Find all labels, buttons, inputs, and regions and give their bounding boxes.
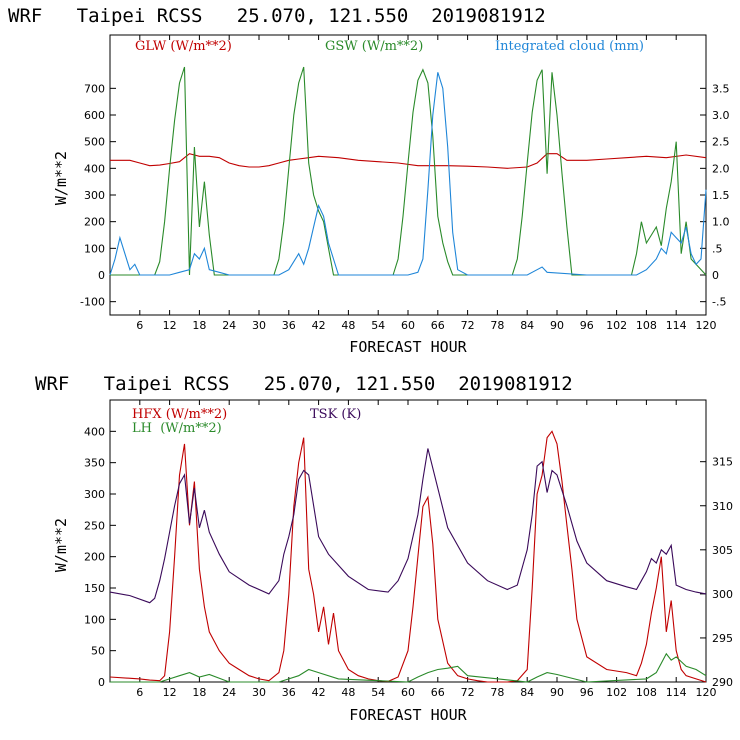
y-tick-label: 50: [91, 645, 105, 658]
x-tick-label: 120: [696, 319, 717, 332]
top-chart-title: WRF Taipei RCSS 25.070, 121.550 20190819…: [8, 5, 546, 27]
y2-tick-label: 1.5: [712, 189, 730, 202]
series-line-2: [109, 448, 707, 604]
y2-tick-label: 2.5: [712, 136, 730, 149]
y-tick-label: 100: [84, 613, 105, 626]
x-tick-label: 54: [371, 319, 385, 332]
x-tick-label: 66: [431, 319, 445, 332]
x-tick-label: 66: [431, 686, 445, 699]
x-tick-label: 30: [252, 686, 266, 699]
top-y-axis-label: W/m**2: [52, 151, 70, 205]
x-tick-label: 60: [401, 686, 415, 699]
y-tick-label: -100: [80, 296, 105, 309]
x-tick-label: 108: [636, 319, 657, 332]
x-tick-label: 120: [696, 686, 717, 699]
top-legend-cloud: Integrated cloud (mm): [495, 39, 644, 54]
y-tick-label: 500: [84, 136, 105, 149]
bottom-x-axis-label: FORECAST HOUR: [349, 706, 467, 724]
x-tick-label: 102: [606, 686, 627, 699]
top-legend-glw: GLW (W/m**2): [135, 39, 232, 54]
x-tick-label: 108: [636, 686, 657, 699]
x-tick-label: 60: [401, 319, 415, 332]
x-tick-label: 78: [490, 686, 504, 699]
top-plot-frame: [109, 34, 707, 316]
y-tick-label: 200: [84, 551, 105, 564]
bottom-y-axis-label: W/m**2: [52, 518, 70, 572]
x-tick-label: 12: [163, 319, 177, 332]
y2-tick-label: 2.0: [712, 162, 730, 175]
bottom-chart: WRF Taipei RCSS 25.070, 121.550 20190819…: [35, 373, 733, 724]
y-tick-label: 400: [84, 162, 105, 175]
series-line-2: [109, 72, 707, 276]
y2-tick-label: 1.0: [712, 216, 730, 229]
x-tick-label: 72: [461, 686, 475, 699]
y-tick-label: 200: [84, 216, 105, 229]
x-tick-label: 90: [550, 686, 564, 699]
y2-tick-label: 315: [712, 456, 733, 469]
series-line-0: [109, 430, 707, 683]
y-tick-label: 100: [84, 242, 105, 255]
x-tick-label: 96: [580, 686, 594, 699]
x-tick-label: 36: [282, 319, 296, 332]
y-tick-label: 300: [84, 189, 105, 202]
x-tick-label: 36: [282, 686, 296, 699]
x-tick-label: 114: [666, 319, 687, 332]
x-tick-label: 90: [550, 319, 564, 332]
top-legend-gsw: GSW (W/m**2): [325, 39, 423, 54]
x-tick-label: 6: [136, 686, 143, 699]
x-tick-label: 24: [222, 319, 236, 332]
y2-tick-label: 295: [712, 632, 733, 645]
y2-tick-label: .5: [712, 242, 723, 255]
bottom-chart-title: WRF Taipei RCSS 25.070, 121.550 20190819…: [35, 373, 573, 395]
y-tick-label: 150: [84, 582, 105, 595]
x-tick-label: 54: [371, 686, 385, 699]
x-tick-label: 78: [490, 319, 504, 332]
x-tick-label: 18: [192, 686, 206, 699]
x-tick-label: 96: [580, 319, 594, 332]
series-line-1: [110, 66, 707, 276]
y2-tick-label: 3.0: [712, 109, 730, 122]
x-tick-label: 84: [520, 686, 534, 699]
x-tick-label: 24: [222, 686, 236, 699]
x-tick-label: 18: [192, 319, 206, 332]
y2-tick-label: 290: [712, 676, 733, 689]
y-tick-label: 350: [84, 457, 105, 470]
y2-tick-label: 305: [712, 544, 733, 557]
top-x-axis-label: FORECAST HOUR: [349, 338, 467, 356]
x-tick-label: 48: [341, 319, 355, 332]
x-tick-label: 12: [163, 686, 177, 699]
x-tick-label: 72: [461, 319, 475, 332]
x-tick-label: 42: [312, 686, 326, 699]
y-tick-label: 300: [84, 488, 105, 501]
y2-tick-label: 300: [712, 588, 733, 601]
y2-tick-label: 3.5: [712, 82, 730, 95]
y-tick-label: 250: [84, 519, 105, 532]
top-chart: WRF Taipei RCSS 25.070, 121.550 20190819…: [8, 5, 730, 356]
y-tick-label: 700: [84, 82, 105, 95]
x-tick-label: 30: [252, 319, 266, 332]
bottom-legend-tsk: TSK (K): [310, 407, 361, 422]
y2-tick-label: -.5: [712, 296, 726, 309]
y-tick-label: 400: [84, 425, 105, 438]
x-tick-label: 6: [136, 319, 143, 332]
y2-tick-label: 310: [712, 500, 733, 513]
x-tick-label: 102: [606, 319, 627, 332]
y-tick-label: 600: [84, 109, 105, 122]
y2-tick-label: 0: [712, 269, 719, 282]
series-line-1: [110, 652, 707, 683]
x-tick-label: 114: [666, 686, 687, 699]
bottom-legend-hfx: HFX (W/m**2): [132, 407, 227, 422]
x-tick-label: 42: [312, 319, 326, 332]
x-tick-label: 48: [341, 686, 355, 699]
y-tick-label: 0: [98, 676, 105, 689]
bottom-legend-lh: LH (W/m**2): [132, 421, 222, 436]
bottom-plot-frame: [109, 399, 707, 683]
x-tick-label: 84: [520, 319, 534, 332]
y-tick-label: 0: [98, 269, 105, 282]
